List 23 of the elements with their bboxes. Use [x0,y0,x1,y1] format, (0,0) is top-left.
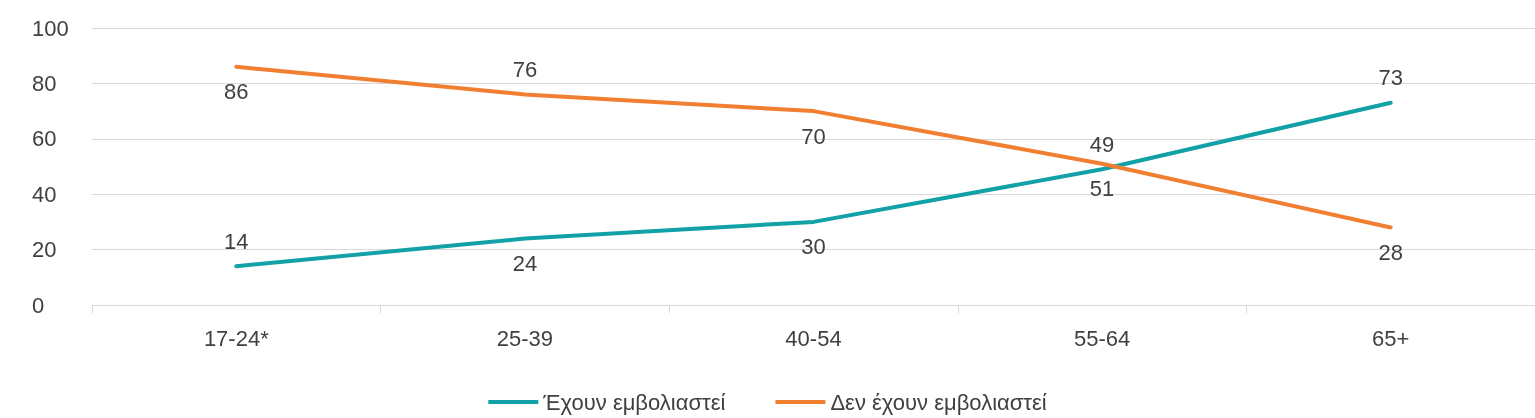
legend-label: Έχουν εμβολιαστεί [542,389,726,415]
data-label: 86 [224,79,249,105]
x-tick-label: 25-39 [496,325,554,351]
x-tick-label: 17-24* [203,325,270,351]
data-label: 24 [512,251,538,277]
y-tick-label: 80 [32,70,57,96]
data-label: 51 [1089,176,1115,202]
data-label: 14 [224,228,249,254]
y-tick-label: 0 [32,292,45,318]
y-tick-label: 20 [32,237,57,263]
x-tick-label: 55-64 [1073,325,1131,351]
y-tick-label: 40 [32,181,57,207]
data-label: 70 [801,123,826,149]
legend-label: Δεν έχουν εμβολιαστεί [830,389,1047,415]
data-label: 30 [801,234,826,260]
y-tick-label: 100 [32,15,69,41]
data-label: 73 [1378,65,1403,91]
x-tick-label: 40-54 [785,325,842,351]
y-tick-label: 60 [32,126,57,152]
data-label: 76 [512,56,538,82]
data-label: 28 [1378,239,1403,265]
data-label: 49 [1089,131,1115,157]
x-tick-label: 65+ [1372,325,1410,351]
